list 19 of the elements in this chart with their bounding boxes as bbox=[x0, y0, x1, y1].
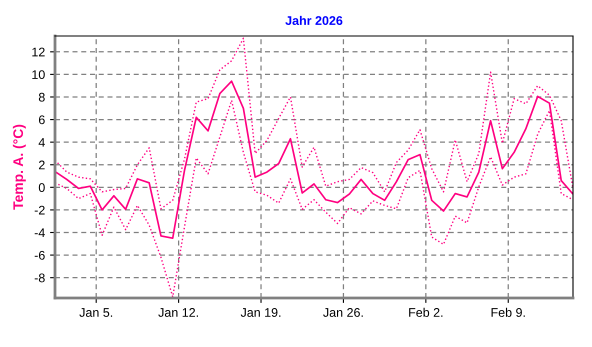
y-tick-label: -8 bbox=[34, 273, 45, 282]
y-tick-label: 2 bbox=[38, 160, 45, 170]
y-tick-label: 8 bbox=[38, 92, 45, 102]
y-tick-label: 6 bbox=[38, 115, 45, 124]
x-tick-label: Jan 5. bbox=[79, 308, 112, 317]
x-tick-label: Jan 12. bbox=[158, 308, 198, 317]
y-tick-label: 10 bbox=[32, 70, 45, 80]
x-tick-label: Jan 19. bbox=[240, 308, 280, 317]
y-tick-label: 4 bbox=[38, 138, 45, 147]
chart-title: Jahr 2026 bbox=[285, 16, 342, 26]
y-tick-label: 12 bbox=[32, 48, 45, 56]
y-axis-title: Temp. A. (°C) bbox=[12, 124, 26, 210]
x-tick-label: Jan 26. bbox=[323, 308, 363, 317]
x-tick-label: Feb 2. bbox=[409, 308, 442, 317]
y-tick-label: -4 bbox=[34, 228, 45, 238]
y-tick-label: 0 bbox=[38, 183, 45, 192]
y-tick-label: -2 bbox=[34, 206, 45, 214]
y-tick-label: -6 bbox=[34, 250, 45, 260]
x-tick-label: Feb 9. bbox=[492, 308, 525, 317]
